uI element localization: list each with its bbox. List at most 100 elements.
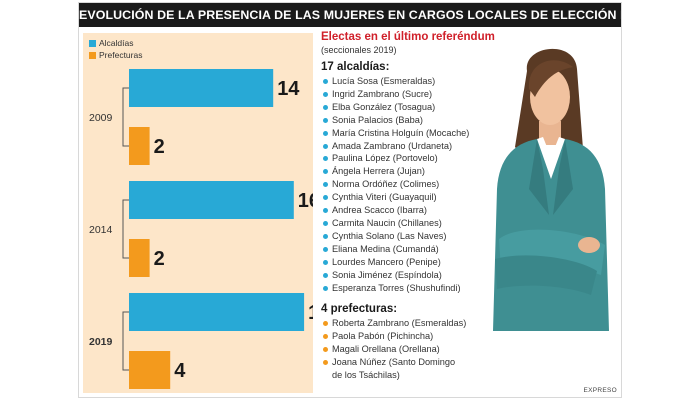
list-item: Lucía Sosa (Esmeraldas) [321, 75, 469, 88]
list-item: Carmita Naucin (Chillanes) [321, 217, 469, 230]
year-label-2014: 2014 [89, 224, 113, 236]
bullet-icon [323, 91, 328, 97]
legend-item-prefecturas: Prefecturas [89, 49, 149, 61]
list-item: Roberta Zambrano (Esmeraldas) [321, 317, 466, 330]
prefecturas-heading: 4 prefecturas: [321, 303, 398, 315]
alcaldias-list: Lucía Sosa (Esmeraldas) Ingrid Zambrano (… [321, 75, 469, 294]
list-item: Ingrid Zambrano (Sucre) [321, 88, 469, 101]
infographic-title: EVOLUCIÓN DE LA PRESENCIA DE LAS MUJERES… [79, 3, 621, 27]
list-item: Paola Pabón (Pichincha) [321, 330, 466, 343]
year-label-bg [85, 110, 121, 124]
woman-illustration [493, 48, 609, 331]
list-item-label: Esperanza Torres (Shushufindi) [332, 282, 461, 293]
prefecturas-list: Roberta Zambrano (Esmeraldas) Paola Pabón… [321, 317, 466, 382]
group-bracket [122, 87, 129, 147]
list-item-label: Joana Núñez (Santo Domingo [332, 356, 456, 367]
list-item-label: Paola Pabón (Pichincha) [332, 330, 434, 341]
group-bracket [122, 311, 129, 371]
list-item-label: Eliana Medina (Cumandá) [332, 243, 439, 254]
list-item-label: Sonia Palacios (Baba) [332, 114, 423, 125]
year-label-2019: 2019 [89, 336, 113, 348]
bullet-icon [323, 285, 328, 291]
list-item-label: Ángela Herrera (Jujan) [332, 166, 425, 177]
bar-alcaldias-2019 [129, 293, 305, 331]
list-item-label: de los Tsáchilas) [332, 369, 400, 380]
list-item: María Cristina Holguín (Mocache) [321, 127, 469, 140]
bullet-icon [323, 233, 328, 239]
bullet-icon [323, 346, 328, 352]
list-item-label: Magali Orellana (Orellana) [332, 343, 440, 354]
year-label-2009: 2009 [89, 112, 113, 124]
alcaldias-heading: 17 alcaldías: [321, 61, 390, 73]
bar-prefecturas-2009 [129, 127, 150, 165]
year-label-bg [85, 334, 121, 348]
year-label-bg [85, 222, 121, 236]
bar-alcaldias-2009 [129, 69, 274, 107]
bar-prefecturas-2019 [129, 351, 171, 389]
bar-alcaldias-2014 [129, 181, 294, 219]
bullet-icon [323, 246, 328, 252]
list-item: Andrea Scacco (Ibarra) [321, 204, 469, 217]
bullet-icon [323, 104, 328, 110]
legend-label-prefecturas: Prefecturas [99, 50, 143, 60]
infographic-frame: EVOLUCIÓN DE LA PRESENCIA DE LAS MUJERES… [78, 2, 622, 398]
source-credit: EXPRESO [583, 387, 617, 394]
bullet-icon [323, 117, 328, 123]
legend-swatch-alcaldias [89, 39, 96, 47]
list-item-label: Roberta Zambrano (Esmeraldas) [332, 318, 467, 328]
bar-chart: 14 2 2009 16 2 2014 17 4 2019 [85, 69, 313, 389]
electas-title: Electas en el último referéndum [321, 31, 495, 43]
bullet-icon [323, 220, 328, 226]
bullet-icon [323, 156, 328, 162]
list-item-label: Elba González (Tosagua) [332, 101, 436, 112]
value-label-alcaldias-2019: 17 [308, 302, 313, 324]
list-item: Ángela Herrera (Jujan) [321, 165, 469, 178]
list-item: Paulina López (Portovelo) [321, 152, 469, 165]
list-item: Cynthia Viteri (Guayaquil) [321, 191, 469, 204]
list-item-label: Amada Zambrano (Urdaneta) [332, 140, 453, 151]
legend-item-alcaldias: Alcaldías [89, 37, 149, 49]
bullet-icon [323, 143, 328, 149]
list-item-label: Carmita Naucin (Chillanes) [332, 217, 442, 228]
list-item: Joana Núñez (Santo Domingo [321, 356, 466, 369]
bullet-icon [323, 195, 328, 201]
legend-swatch-prefecturas [89, 51, 96, 59]
bullet-icon [323, 333, 328, 339]
list-item: Amada Zambrano (Urdaneta) [321, 140, 469, 153]
list-item: Lourdes Mancero (Penipe) [321, 256, 469, 269]
list-item-label: Lucía Sosa (Esmeraldas) [332, 76, 436, 86]
list-item-label: Lourdes Mancero (Penipe) [332, 256, 441, 267]
list-item: Eliana Medina (Cumandá) [321, 243, 469, 256]
list-item: Norma Ordóñez (Colimes) [321, 178, 469, 191]
bar-prefecturas-2014 [129, 239, 150, 277]
list-item: Magali Orellana (Orellana) [321, 343, 466, 356]
list-item-label: Ingrid Zambrano (Sucre) [332, 88, 433, 99]
electas-subtitle: (seccionales 2019) [321, 45, 397, 55]
list-item-label: Andrea Scacco (Ibarra) [332, 205, 427, 216]
list-item-label: Norma Ordóñez (Colimes) [332, 179, 440, 190]
bullet-icon [323, 272, 328, 278]
chart-legend: Alcaldías Prefecturas [89, 37, 149, 61]
list-item: Cynthia Solano (Las Naves) [321, 230, 469, 243]
bullet-icon [323, 321, 328, 326]
bullet-icon [323, 359, 328, 365]
value-label-alcaldias-2014: 16 [298, 190, 313, 212]
bullet-icon [323, 130, 328, 136]
list-item: Sonia Palacios (Baba) [321, 114, 469, 127]
list-item: Sonia Jiménez (Espíndola) [321, 269, 469, 282]
group-bracket [122, 199, 129, 259]
list-item-label: Cynthia Viteri (Guayaquil) [332, 192, 437, 203]
bullet-icon [323, 208, 328, 214]
list-item-label: María Cristina Holguín (Mocache) [332, 127, 470, 138]
bullet-icon [323, 169, 328, 175]
value-label-alcaldias-2009: 14 [277, 78, 300, 100]
bullet-icon [323, 79, 328, 84]
list-item-continuation: de los Tsáchilas) [321, 369, 466, 382]
bullet-icon [323, 259, 328, 265]
bullet-icon [323, 182, 328, 188]
list-item: Elba González (Tosagua) [321, 101, 469, 114]
list-item-label: Paulina López (Portovelo) [332, 153, 438, 164]
list-item: Esperanza Torres (Shushufindi) [321, 282, 469, 295]
list-item-label: Sonia Jiménez (Espíndola) [332, 269, 442, 280]
chart-panel: 14 2 2009 16 2 2014 17 4 2019 Alcaldías Prefectu… [83, 33, 313, 393]
